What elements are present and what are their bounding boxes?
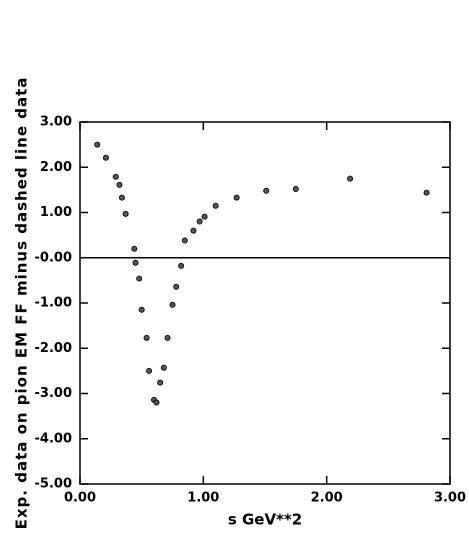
point bbox=[122, 210, 129, 217]
point bbox=[201, 213, 208, 220]
y-tick-label: 2.00 bbox=[40, 160, 72, 175]
point bbox=[112, 173, 119, 180]
point bbox=[263, 187, 270, 194]
point bbox=[190, 227, 197, 234]
point bbox=[157, 379, 164, 386]
y-tick-label: -5.00 bbox=[35, 477, 72, 492]
y-tick-label: -0.00 bbox=[35, 250, 72, 265]
x-axis-label: s GeV**2 bbox=[228, 511, 302, 529]
y-tick-label: -2.00 bbox=[35, 341, 72, 356]
y-axis-label: Exp. data on pion EM FF minus dashed lin… bbox=[13, 77, 31, 530]
point bbox=[347, 175, 354, 182]
point bbox=[212, 202, 219, 209]
x-tick-label: 0.00 bbox=[64, 491, 96, 506]
y-tick-label: -3.00 bbox=[35, 386, 72, 401]
point bbox=[173, 283, 180, 290]
point bbox=[131, 245, 138, 252]
point bbox=[143, 334, 150, 341]
point bbox=[146, 367, 153, 374]
point bbox=[233, 194, 240, 201]
x-tick-label: 2.00 bbox=[311, 491, 343, 506]
point bbox=[102, 154, 109, 161]
x-tick-label: 1.00 bbox=[187, 491, 219, 506]
point bbox=[153, 399, 160, 406]
point bbox=[181, 237, 188, 244]
point bbox=[423, 189, 430, 196]
point bbox=[118, 194, 125, 201]
point bbox=[164, 334, 171, 341]
point bbox=[178, 262, 185, 269]
point bbox=[138, 306, 145, 313]
point bbox=[116, 181, 123, 188]
point bbox=[196, 218, 203, 225]
point bbox=[292, 185, 299, 192]
point bbox=[169, 301, 176, 308]
point bbox=[136, 275, 143, 282]
point bbox=[160, 364, 167, 371]
y-tick-label: 1.00 bbox=[40, 205, 72, 220]
y-tick-label: 3.00 bbox=[40, 115, 72, 130]
y-tick-label: -1.00 bbox=[35, 296, 72, 311]
plot-frame bbox=[79, 121, 451, 485]
y-tick-label: -4.00 bbox=[35, 431, 72, 446]
point bbox=[132, 259, 139, 266]
point bbox=[94, 141, 101, 148]
x-tick-label: 3.00 bbox=[434, 491, 466, 506]
